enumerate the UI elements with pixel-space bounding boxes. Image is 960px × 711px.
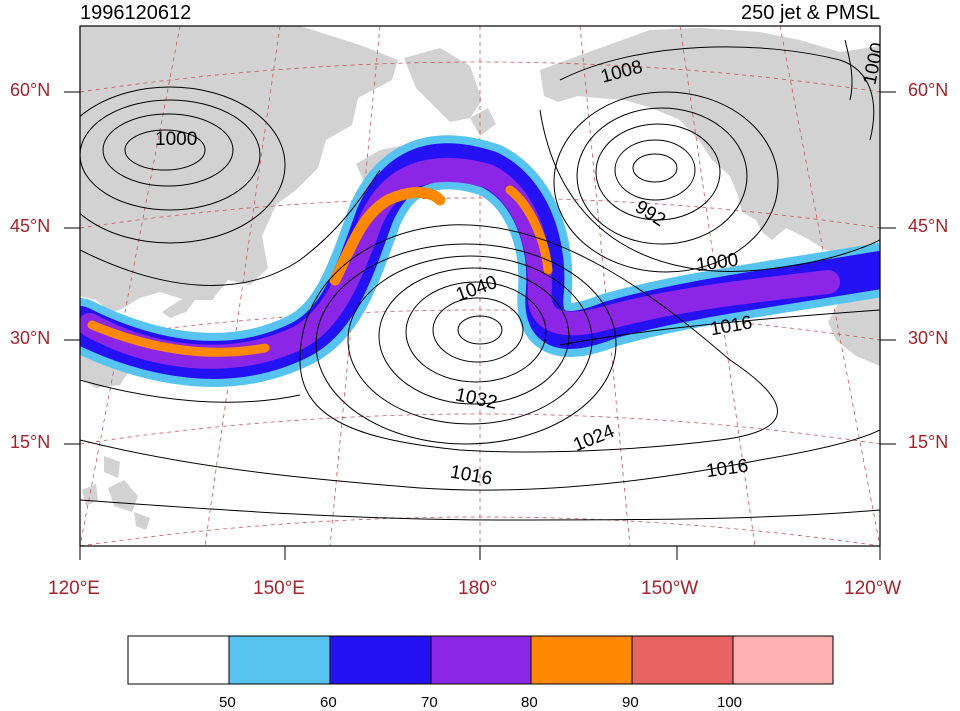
lat-label-right: 45°N [908, 216, 949, 236]
colorbar-label: 100 [717, 694, 743, 711]
date-label: 1996120612 [80, 2, 192, 24]
lat-label-right: 15°N [908, 432, 949, 452]
jet-stream [80, 135, 880, 387]
lat-label-left: 15°N [10, 432, 51, 452]
colorbar-label: 70 [421, 694, 438, 711]
colorbar-label: 80 [521, 694, 538, 711]
isobar-label: 1000 [155, 129, 197, 150]
lon-label: 180° [458, 578, 498, 599]
lon-label: 120°E [48, 578, 100, 599]
graticule [80, 26, 880, 546]
colorbar-swatch [531, 636, 632, 684]
colorbar [127, 635, 834, 685]
map-title: 250 jet & PMSL [741, 2, 880, 24]
map-panel: 1000 1008 1000 992 1000 1040 1016 1032 1… [80, 26, 880, 546]
lon-label: 150°E [253, 578, 305, 599]
isobars [80, 39, 880, 521]
lat-label-left: 45°N [10, 216, 51, 236]
colorbar-label: 60 [320, 694, 337, 711]
lat-label-left: 60°N [10, 80, 51, 100]
lat-label-right: 60°N [908, 80, 949, 100]
tick-marks [64, 91, 896, 560]
lon-label: 150°W [641, 578, 699, 599]
colorbar-swatch [229, 636, 330, 684]
lat-label-left: 30°N [10, 328, 51, 348]
lat-label-right: 30°N [908, 328, 949, 348]
colorbar-label: 90 [622, 694, 639, 711]
colorbar-swatch [330, 636, 431, 684]
colorbar-swatch [632, 636, 733, 684]
colorbar-swatch [128, 636, 229, 684]
colorbar-label: 50 [219, 694, 236, 711]
colorbar-swatch [733, 636, 833, 684]
colorbar-swatch [431, 636, 531, 684]
lon-label: 120°W [844, 578, 902, 599]
